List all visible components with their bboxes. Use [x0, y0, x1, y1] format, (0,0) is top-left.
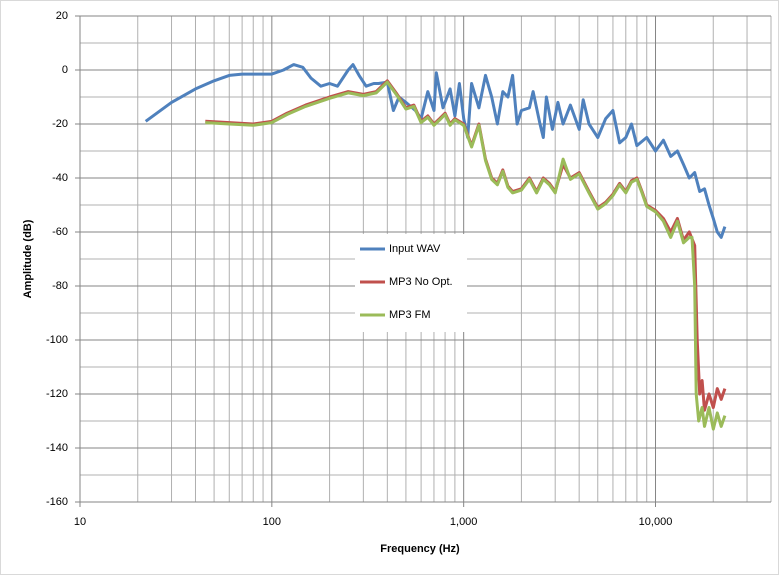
- y-tick-label: -120: [46, 388, 68, 400]
- y-tick-label: -160: [46, 496, 68, 508]
- series-line: [205, 80, 727, 431]
- x-axis-title: Frequency (Hz): [380, 543, 460, 555]
- x-tick-label: 10: [74, 516, 86, 528]
- y-tick-label: -20: [52, 118, 68, 130]
- x-tick-label: 1,000: [450, 516, 478, 528]
- x-tick-label: 10,000: [639, 516, 673, 528]
- y-tick-label: -60: [52, 226, 68, 238]
- legend: Input WAV MP3 No Opt. MP3 FM: [355, 234, 467, 332]
- y-tick-label: -40: [52, 172, 68, 184]
- series-line: [144, 63, 727, 239]
- legend-label: MP3 No Opt.: [389, 276, 453, 288]
- legend-label: MP3 FM: [389, 309, 431, 321]
- y-tick-label: -100: [46, 334, 68, 346]
- y-tick-label: -140: [46, 442, 68, 454]
- y-tick-label: -80: [52, 280, 68, 292]
- y-tick-label: 0: [62, 64, 68, 76]
- x-tick-label: 100: [263, 516, 281, 528]
- y-tick-label: 20: [56, 10, 68, 22]
- legend-label: Input WAV: [389, 243, 441, 255]
- y-axis-title: Amplitude (dB): [22, 219, 34, 298]
